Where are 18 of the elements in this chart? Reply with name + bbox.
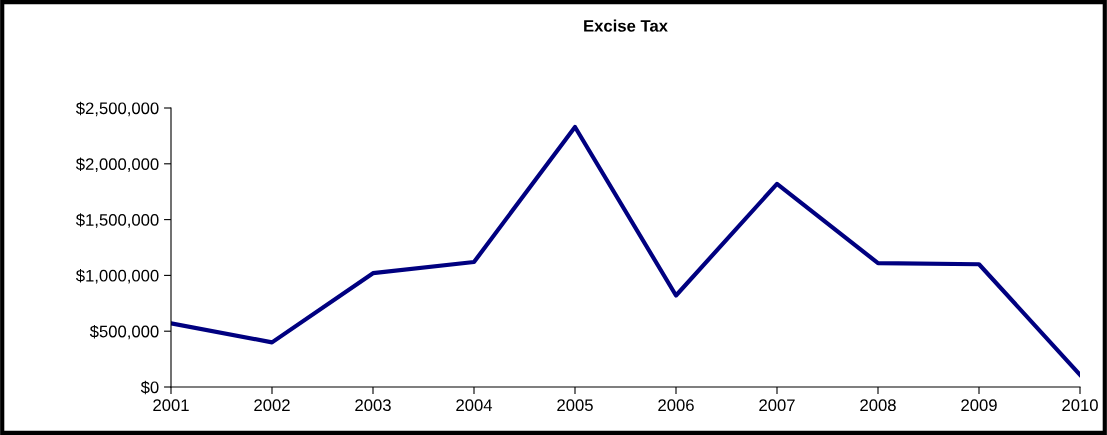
x-tick-label: 2005 bbox=[557, 399, 593, 412]
y-tick-label: $0 bbox=[140, 380, 159, 395]
line-series bbox=[171, 124, 1080, 377]
x-tick-label: 2006 bbox=[658, 399, 694, 412]
x-tick-label: 2004 bbox=[456, 399, 493, 412]
y-tick-label: $1,500,000 bbox=[75, 213, 159, 228]
y-tick-label: $500,000 bbox=[89, 324, 159, 340]
x-tick-label: 2008 bbox=[860, 399, 896, 412]
x-tick-label: 2007 bbox=[759, 399, 795, 412]
y-tick-label: $2,500,000 bbox=[75, 101, 159, 117]
chart-title: Excise Tax bbox=[584, 19, 668, 32]
x-tick-label: 2009 bbox=[961, 399, 997, 412]
x-tick-label: 2003 bbox=[355, 399, 391, 412]
y-tick-label: $2,000,000 bbox=[75, 157, 159, 172]
y-tick-label: $1,000,000 bbox=[75, 269, 159, 284]
x-tick-label: 2010 bbox=[1062, 399, 1098, 412]
x-tick-label: 2002 bbox=[254, 399, 290, 412]
x-tick-label: 2001 bbox=[153, 399, 189, 412]
